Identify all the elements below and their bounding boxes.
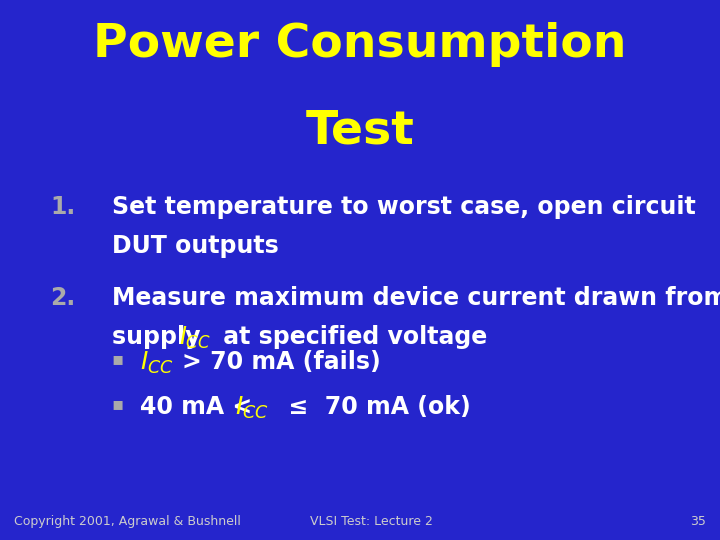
Text: $\mathit{I}_{CC}$: $\mathit{I}_{CC}$ (179, 325, 210, 352)
Text: ▪: ▪ (112, 395, 124, 413)
Text: Copyright 2001, Agrawal & Bushnell: Copyright 2001, Agrawal & Bushnell (14, 515, 241, 528)
Text: Test: Test (305, 108, 415, 153)
Text: ≤  70 mA (ok): ≤ 70 mA (ok) (272, 395, 471, 419)
Text: 40 mA <: 40 mA < (140, 395, 261, 419)
Text: Set temperature to worst case, open circuit: Set temperature to worst case, open circ… (112, 195, 696, 219)
Text: 2.: 2. (50, 286, 76, 310)
Text: $\mathit{I}_{CC}$: $\mathit{I}_{CC}$ (235, 395, 269, 422)
Text: > 70 mA (fails): > 70 mA (fails) (182, 350, 381, 374)
Text: Measure maximum device current drawn from: Measure maximum device current drawn fro… (112, 286, 720, 310)
Text: at specified voltage: at specified voltage (215, 325, 487, 349)
Text: supply: supply (112, 325, 208, 349)
Text: Power Consumption: Power Consumption (94, 22, 626, 66)
Text: $\mathit{I}_{CC}$: $\mathit{I}_{CC}$ (140, 350, 174, 376)
Text: 1.: 1. (50, 195, 76, 219)
Text: VLSI Test: Lecture 2: VLSI Test: Lecture 2 (310, 515, 433, 528)
Text: ▪: ▪ (112, 350, 124, 368)
Text: 35: 35 (690, 515, 706, 528)
Text: DUT outputs: DUT outputs (112, 234, 279, 258)
